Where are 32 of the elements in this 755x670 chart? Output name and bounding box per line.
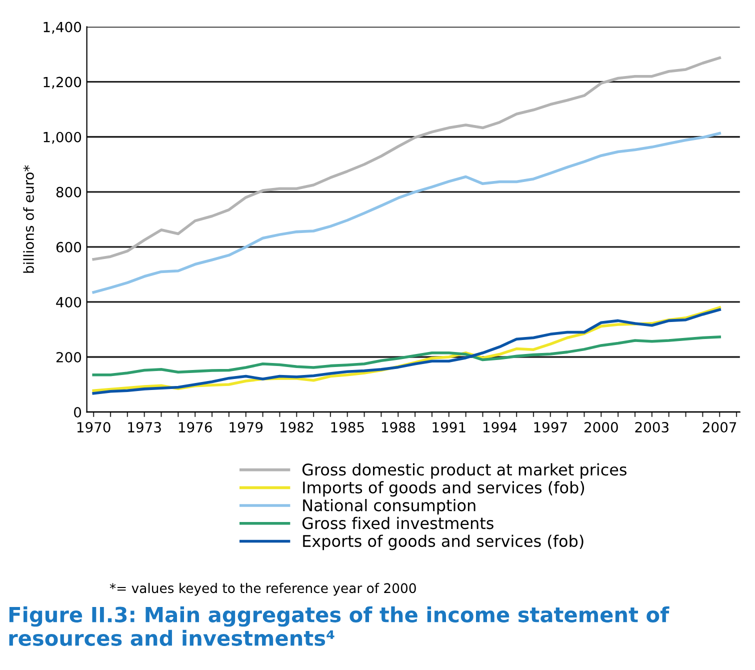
x-tick-label: 1982	[280, 422, 313, 433]
y-tick-label: 0	[74, 407, 82, 418]
y-axis-title: billions of euro*	[23, 165, 34, 273]
x-tick-label: 1991	[432, 422, 466, 433]
x-tick-label: 1973	[128, 422, 161, 433]
x-tick-label: 1994	[484, 422, 517, 433]
y-tick-label: 800	[56, 186, 82, 198]
x-tick-label: 1976	[178, 422, 212, 433]
line-series	[92, 336, 721, 376]
text: *= values keyed to the reference year of 2000	[110, 582, 416, 596]
line-series	[92, 132, 721, 294]
legend-label: Gross fixed investments	[302, 516, 494, 530]
y-tick-label: 1,400	[44, 22, 82, 34]
y-tick-label: 600	[56, 242, 82, 252]
y-tick-label: 1,200	[44, 76, 82, 89]
x-tick-label: 1997	[534, 422, 567, 433]
x-tick-label: 1988	[382, 422, 415, 433]
text: Figure II.3: Main aggregates of the income statement of resources and investments⁴	[9, 606, 670, 646]
line-series	[92, 56, 721, 261]
x-tick-label: 2003	[635, 422, 668, 433]
x-tick-label: 1985	[331, 422, 364, 433]
legend-label: Imports of goods and services (fob)	[303, 481, 584, 497]
x-tick-label: 2007	[702, 422, 736, 433]
y-tick-label: 1,000	[44, 132, 82, 144]
x-tick-label: 2000	[584, 422, 618, 433]
legend-label: National consumption	[303, 498, 476, 514]
x-tick-label: 1970	[77, 422, 110, 433]
y-tick-label: 400	[56, 296, 82, 308]
y-tick-label: 200	[56, 352, 82, 362]
x-tick-label: 1979	[230, 422, 263, 433]
legend-label: Gross domestic product at market prices	[302, 463, 626, 479]
legend-label: Exports of goods and services (fob)	[303, 534, 584, 550]
